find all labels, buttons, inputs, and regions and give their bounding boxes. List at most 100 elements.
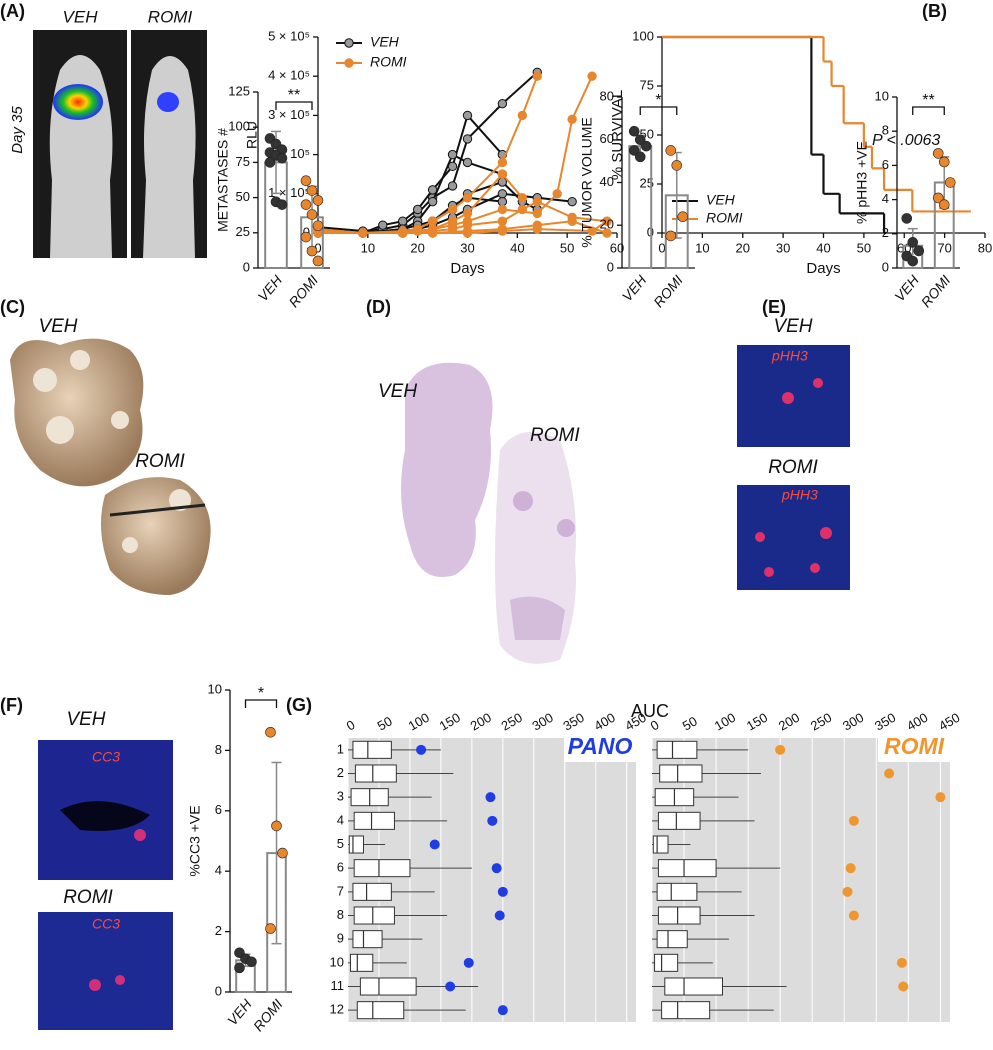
data-point — [938, 199, 950, 211]
x-tick-label: 10 — [695, 240, 709, 255]
box — [657, 859, 717, 878]
data-point — [398, 228, 408, 238]
x-tick-label: 80 — [978, 240, 992, 255]
data-point — [300, 175, 312, 187]
x-tick-label: 50 — [680, 713, 700, 733]
x-tick-label: 350 — [872, 710, 898, 734]
legend-label: VEH — [370, 34, 400, 50]
data-point — [932, 148, 944, 159]
x-tick-label: ROMI — [918, 272, 954, 310]
data-point — [640, 140, 652, 152]
x-axis-label: Days — [450, 260, 484, 277]
data-point — [532, 196, 542, 207]
data-point — [938, 156, 950, 168]
panel-label: (B) — [922, 1, 947, 21]
y-axis-label: METASTASES # — [215, 128, 231, 232]
data-point — [462, 157, 473, 168]
y-tick-label: 80 — [600, 88, 614, 103]
p-value-annotation: P < .0063 — [872, 132, 940, 149]
data-point — [276, 199, 288, 210]
highlight-point — [463, 957, 474, 968]
box — [359, 977, 417, 996]
y-tick-label: 40 — [600, 174, 614, 189]
row-label: 3 — [337, 789, 344, 804]
panel-label: (D) — [366, 297, 391, 317]
bar — [628, 145, 653, 270]
y-tick-label: 75 — [640, 77, 654, 92]
data-point — [532, 224, 542, 234]
y-tick-label: 6 — [882, 157, 889, 172]
data-point — [462, 208, 473, 219]
image-label: ROMI — [768, 457, 818, 478]
highlight-point — [485, 792, 496, 803]
mouse-line — [317, 113, 504, 235]
data-point — [532, 71, 542, 81]
legend-marker — [344, 38, 354, 48]
panel-label: (A) — [0, 1, 25, 21]
significance-bracket — [244, 699, 278, 708]
data-point — [497, 157, 508, 168]
x-tick-label: 50 — [560, 240, 574, 255]
box — [652, 835, 669, 854]
x-tick-label: 0 — [314, 240, 321, 255]
highlight-point — [491, 863, 502, 874]
image-label: pHH3 — [781, 487, 818, 503]
panel-name: PANO — [568, 733, 633, 759]
significance-bracket — [912, 106, 945, 115]
box — [654, 953, 679, 972]
row-label: 1 — [337, 741, 344, 756]
data-point — [312, 220, 324, 232]
x-tick-label: 400 — [591, 710, 617, 734]
row-label: 8 — [337, 907, 344, 922]
box — [656, 882, 698, 901]
highlight-point — [497, 1005, 508, 1016]
x-tick-label: 30 — [460, 240, 474, 255]
data-point — [907, 255, 919, 267]
y-tick-label: 2 — [882, 225, 889, 240]
y-tick-label: 1 × 10⁵ — [268, 185, 310, 200]
data-point — [312, 255, 324, 267]
x-tick-label: 400 — [904, 710, 930, 734]
data-point — [412, 204, 423, 215]
legend-label: ROMI — [370, 54, 407, 70]
row-label: 10 — [330, 954, 344, 969]
data-point — [634, 151, 646, 163]
box — [656, 930, 688, 949]
x-tick-label: 100 — [406, 710, 432, 734]
y-tick-label: 100 — [632, 28, 654, 43]
data-point — [234, 962, 245, 974]
y-tick-label: 0 — [607, 259, 614, 274]
data-point — [300, 199, 312, 210]
image-label: VEH — [378, 381, 417, 402]
data-point — [264, 157, 276, 168]
image-label: ROMI — [63, 887, 113, 908]
panel-background — [348, 738, 636, 1022]
data-point — [276, 152, 288, 164]
data-point — [532, 208, 542, 219]
chart-title: AUC — [631, 701, 669, 721]
image-label: Day 35 — [9, 106, 26, 154]
y-tick-label: 10 — [875, 88, 889, 103]
label-background — [564, 738, 636, 762]
panel-label: (C) — [0, 297, 25, 317]
y-tick-label: 0 — [215, 983, 222, 998]
box — [352, 930, 383, 949]
data-point — [300, 231, 312, 243]
row-label: 2 — [337, 765, 344, 780]
mouse-images — [33, 30, 207, 258]
y-tick-label: 8 — [882, 123, 889, 138]
highlight-point — [884, 768, 895, 779]
data-point — [306, 185, 318, 196]
data-point — [665, 230, 677, 242]
box — [353, 811, 395, 830]
image-label: VEH — [66, 709, 105, 730]
data-point — [447, 204, 458, 215]
x-tick-label: 10 — [361, 240, 375, 255]
data-point — [901, 213, 913, 224]
highlight-point — [898, 981, 909, 992]
data-point — [665, 145, 677, 156]
data-point — [907, 237, 919, 248]
highlight-point — [848, 910, 859, 921]
x-tick-label: 0 — [658, 240, 665, 255]
